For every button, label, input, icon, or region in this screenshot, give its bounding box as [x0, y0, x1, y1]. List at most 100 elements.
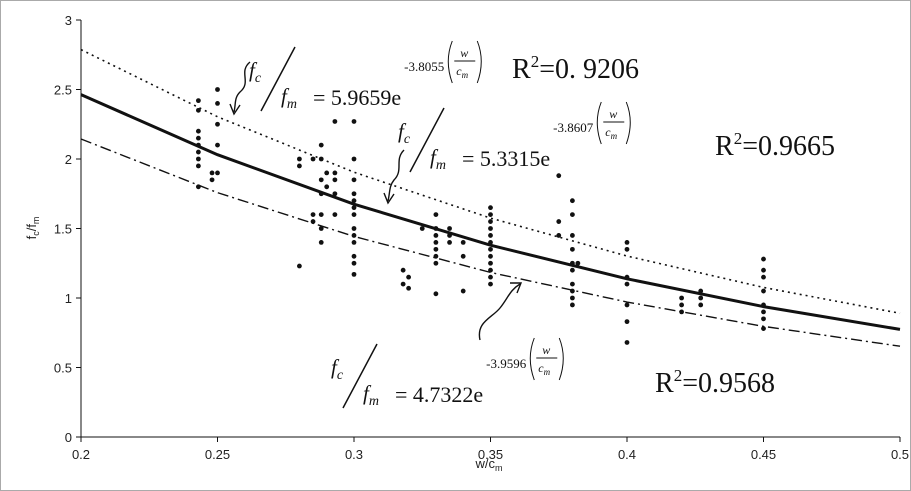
- eq-subscript: m: [369, 394, 379, 409]
- y-label-sub: c: [31, 231, 41, 236]
- eq-symbol: f: [398, 119, 407, 143]
- y-tick-label: 0.5: [54, 361, 72, 376]
- eq-subscript: m: [462, 70, 469, 80]
- data-point: [215, 121, 220, 127]
- data-point: [419, 226, 425, 231]
- data-point: [624, 302, 630, 308]
- data-point: [761, 256, 766, 262]
- eq-symbol: f: [363, 381, 372, 405]
- eq-symbol: c: [456, 64, 462, 78]
- eq-paren: [558, 337, 564, 381]
- data-point: [761, 309, 766, 315]
- data-point: [324, 170, 330, 176]
- data-point: [761, 326, 766, 331]
- data-point: [679, 309, 684, 315]
- arrow-head: [510, 282, 523, 294]
- data-point: [318, 240, 324, 245]
- data-point: [209, 177, 215, 183]
- data-point: [310, 156, 316, 162]
- data-point: [209, 170, 215, 176]
- data-point: [318, 226, 324, 231]
- data-point: [570, 212, 575, 218]
- r-value: =0.9568: [682, 368, 775, 399]
- data-point: [433, 260, 439, 266]
- data-point: [318, 212, 324, 218]
- eq-numerator: fc: [249, 58, 262, 86]
- data-point: [570, 281, 575, 287]
- data-point: [297, 156, 302, 162]
- data-point: [488, 226, 493, 231]
- arrow-head: [229, 103, 241, 116]
- data-point: [351, 191, 357, 197]
- data-point: [351, 240, 357, 245]
- eq-paren: [447, 40, 453, 84]
- x-tick-label: 0.45: [751, 447, 776, 462]
- data-point: [351, 226, 357, 231]
- data-point: [624, 240, 630, 245]
- eq-subscript: m: [287, 97, 297, 112]
- data-point: [332, 177, 338, 183]
- arrow-head: [383, 192, 395, 205]
- eq-exponent: -3.8607: [553, 120, 594, 135]
- data-point: [406, 274, 411, 280]
- data-point: [488, 246, 493, 252]
- data-point: [624, 340, 630, 345]
- data-point: [400, 281, 406, 287]
- y-axis-label: fc/fm: [24, 217, 41, 240]
- data-point: [332, 119, 338, 124]
- data-point: [351, 271, 357, 277]
- data-point: [351, 212, 357, 218]
- data-point: [297, 163, 302, 169]
- data-point: [570, 233, 575, 238]
- eq-subscript: m: [436, 158, 446, 173]
- data-point: [351, 119, 357, 124]
- data-point: [556, 173, 562, 179]
- eq-exponent: -3.9596: [486, 356, 527, 371]
- x-label-part: w/c: [475, 456, 496, 471]
- data-point: [570, 295, 575, 301]
- y-tick-label: 2: [65, 152, 72, 167]
- eq-subscript: c: [255, 71, 262, 86]
- data-point: [556, 219, 562, 224]
- data-point: [195, 128, 201, 134]
- eq-frac-den: cm: [605, 125, 617, 141]
- data-point: [488, 253, 493, 259]
- y-label-part: f: [24, 235, 39, 239]
- data-point: [460, 288, 466, 294]
- r-symbol: R: [512, 54, 531, 85]
- data-point: [575, 260, 581, 266]
- eq-slash: [409, 107, 445, 173]
- r-superscript: 2: [734, 129, 743, 148]
- eq-frac-num: w: [609, 107, 617, 121]
- data-point: [761, 288, 766, 294]
- data-point: [406, 285, 411, 291]
- data-point: [215, 101, 220, 106]
- data-point: [488, 219, 493, 224]
- data-point: [332, 191, 338, 197]
- data-point: [195, 149, 201, 155]
- data-point: [332, 212, 338, 218]
- eq-slash: [342, 343, 378, 409]
- eq-subscript: c: [337, 368, 344, 383]
- data-point: [310, 212, 316, 218]
- eq-symbol: f: [430, 145, 439, 169]
- data-point: [351, 253, 357, 259]
- y-label-part: /f: [24, 224, 39, 232]
- data-point: [310, 219, 316, 224]
- data-point: [195, 163, 201, 169]
- data-point: [460, 240, 466, 245]
- eq-numerator: fc: [331, 355, 344, 383]
- x-tick-label: 0.35: [478, 447, 503, 462]
- r-squared: R2=0.9665: [715, 129, 835, 162]
- eq-symbol: c: [538, 361, 544, 375]
- data-point: [400, 267, 406, 273]
- data-point: [195, 107, 201, 113]
- eq-rhs: = 5.3315e: [462, 146, 550, 171]
- eq-denominator: fm: [363, 381, 379, 409]
- data-point: [570, 267, 575, 273]
